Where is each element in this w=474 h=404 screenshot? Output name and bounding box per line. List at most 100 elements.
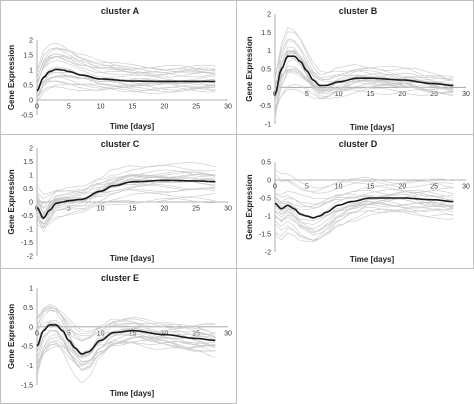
y-axis-label: Gene Expression <box>7 169 16 234</box>
chart-panel: cluster C-2-1.5-1-0.500.511.520 5 10 15 20 25… <box>7 139 232 263</box>
chart-title: cluster B <box>339 6 378 16</box>
y-axis-label: Gene Expression <box>7 304 16 369</box>
chart-title: cluster C <box>101 139 140 149</box>
gene-trace <box>36 341 216 384</box>
x-tick-label: 15 <box>367 91 375 98</box>
gene-trace <box>274 70 454 111</box>
panel-frame-c <box>0 134 237 269</box>
x-tick-label: 10 <box>97 104 105 111</box>
y-tick-label: -0.5 <box>259 103 271 110</box>
chart-panel: cluster E-1.5-1-0.500.510 5 10 15 20 25 30Gene… <box>7 273 232 398</box>
y-tick-label: 0.5 <box>261 160 271 167</box>
gene-trace <box>36 71 216 89</box>
gene-trace <box>274 190 454 209</box>
gene-trace <box>274 40 454 90</box>
y-tick-label: 0 <box>29 200 33 207</box>
y-axis-label: Gene Expression <box>7 45 16 110</box>
panel-frame-b <box>236 0 474 135</box>
mean-expression-line <box>36 179 216 220</box>
gene-trace <box>36 76 216 91</box>
gene-trace <box>274 189 454 205</box>
gene-trace <box>274 201 454 233</box>
y-tick-label: 0.5 <box>23 83 33 90</box>
y-tick-label: -1 <box>27 363 33 370</box>
x-axis-label: Time [days] <box>110 389 155 398</box>
x-tick-label: 30 <box>224 330 232 337</box>
gene-trace <box>36 340 216 367</box>
gene-trace <box>36 175 216 218</box>
x-tick-label: 5 <box>305 184 309 191</box>
y-tick-label: -2 <box>27 254 33 261</box>
gene-trace <box>274 203 454 236</box>
gene-trace <box>274 27 454 81</box>
gene-trace <box>36 173 216 233</box>
y-tick-label: 0 <box>29 324 33 331</box>
x-tick-label: 15 <box>367 184 375 191</box>
x-axis-label: Time [days] <box>350 123 395 132</box>
gene-trace <box>36 170 216 215</box>
x-tick-label: 15 <box>129 104 137 111</box>
x-tick-label: 5 <box>305 91 309 98</box>
gene-trace <box>274 31 454 80</box>
x-tick-label: 0 <box>35 104 39 111</box>
gene-trace <box>36 56 216 78</box>
gene-trace <box>36 333 216 371</box>
x-tick-label: 5 <box>67 104 71 111</box>
gene-trace <box>36 164 216 210</box>
gene-trace <box>36 309 216 357</box>
gene-trace <box>36 80 216 91</box>
chart-panel: cluster D-2-1.5-1-0.500.50 5 10 15 20 25 30Gen… <box>245 139 470 264</box>
gene-trace <box>274 197 454 226</box>
x-tick-label: 30 <box>462 184 470 191</box>
x-tick-label: 0 <box>273 184 277 191</box>
x-tick-label: 20 <box>160 330 168 337</box>
gene-trace <box>274 198 454 222</box>
y-tick-label: 1.5 <box>23 53 33 60</box>
y-tick-label: 1.5 <box>261 30 271 37</box>
y-tick-label: -2 <box>265 250 271 257</box>
gene-trace <box>36 329 216 371</box>
x-tick-label: 10 <box>97 206 105 213</box>
y-tick-label: -1.5 <box>259 232 271 239</box>
mean-expression-line <box>36 68 216 92</box>
mean-expression-line <box>274 197 454 219</box>
gene-trace <box>274 49 454 114</box>
y-tick-label: -1.5 <box>21 240 33 247</box>
y-tick-label: 1 <box>29 286 33 293</box>
y-tick-label: 0 <box>29 98 33 105</box>
gene-trace <box>274 186 454 200</box>
y-tick-label: 1 <box>29 173 33 180</box>
x-tick-label: 30 <box>462 91 470 98</box>
x-tick-label: 10 <box>97 330 105 337</box>
gene-trace <box>274 209 454 243</box>
x-tick-label: 25 <box>430 184 438 191</box>
gene-trace <box>274 191 454 210</box>
gene-trace <box>36 192 216 220</box>
y-tick-label: -0.5 <box>21 113 33 120</box>
x-tick-label: 25 <box>192 206 200 213</box>
y-tick-label: -0.5 <box>21 344 33 351</box>
mean-expression-line <box>274 55 454 95</box>
gene-trace <box>36 48 216 74</box>
x-axis-label: Time [days] <box>350 255 395 264</box>
x-axis-label: Time [days] <box>110 122 155 131</box>
gene-trace <box>274 190 454 208</box>
gene-trace <box>36 329 216 371</box>
gene-trace <box>274 207 454 241</box>
y-tick-label: 1 <box>267 48 271 55</box>
gene-trace <box>36 179 216 217</box>
gene-trace <box>274 199 454 231</box>
chart-title: cluster D <box>339 139 378 149</box>
gene-trace <box>36 75 216 90</box>
chart-panel: cluster B-1-0.500.511.520 5 10 15 20 25 30Gene… <box>245 6 470 132</box>
y-tick-label: 0.5 <box>261 67 271 74</box>
gene-trace <box>274 169 454 189</box>
gene-trace <box>274 46 454 105</box>
y-tick-label: 0.5 <box>23 186 33 193</box>
gene-trace <box>36 305 216 342</box>
y-tick-label: -1 <box>265 214 271 221</box>
gene-trace <box>36 197 216 229</box>
gene-trace <box>274 38 454 80</box>
